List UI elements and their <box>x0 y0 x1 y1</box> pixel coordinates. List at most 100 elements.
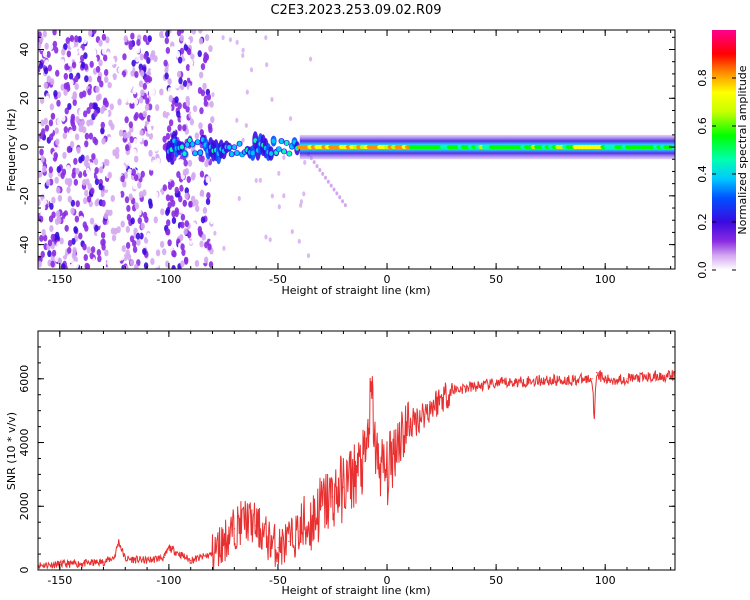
heatmap-noise-cell <box>91 153 96 161</box>
heatmap-noise-cell <box>78 250 84 258</box>
heatmap-band-core <box>287 151 292 157</box>
heatmap-noise-cell <box>63 88 68 96</box>
heatmap-noise-cell <box>144 202 149 210</box>
heatmap-noise-cell <box>44 42 49 50</box>
heatmap-noise-cell <box>235 39 239 45</box>
heatmap-noise-cell <box>131 168 137 176</box>
heatmap-noise-cell <box>156 240 162 248</box>
heatmap-noise-cell <box>214 116 218 122</box>
heatmap-noise-cell <box>56 165 61 173</box>
heatmap-noise-cell <box>50 112 56 120</box>
heatmap-noise-cell <box>143 139 149 147</box>
heatmap-noise-cell <box>237 196 241 202</box>
heatmap-noise-cell <box>38 108 41 116</box>
heatmap-noise-cell <box>201 233 206 241</box>
heatmap-noise-cell <box>193 250 198 258</box>
heatmap-noise-cell <box>199 240 204 248</box>
top-xtick-label: -100 <box>156 273 181 286</box>
heatmap-noise-cell <box>191 187 196 195</box>
heatmap-noise-cell <box>48 43 54 51</box>
heatmap-noise-cell <box>68 90 73 98</box>
heatmap-noise-cell <box>74 215 80 223</box>
heatmap-noise-cell <box>38 118 41 126</box>
heatmap-noise-cell <box>43 117 49 125</box>
heatmap-noise-cell <box>71 61 77 69</box>
heatmap-noise-cell <box>118 66 123 74</box>
heatmap-noise-cell <box>186 176 191 184</box>
heatmap-noise-cell <box>96 219 101 227</box>
heatmap-noise-cell <box>181 249 186 257</box>
heatmap-noise-cell <box>54 127 59 135</box>
heatmap-noise-cell <box>167 87 173 95</box>
heatmap-streak-cell <box>315 164 319 169</box>
snr-data-point <box>353 473 355 475</box>
heatmap-noise-cell <box>290 229 294 235</box>
spectrogram-y-ticks: -40 -20 0 20 40 <box>18 36 675 270</box>
heatmap-noise-cell <box>189 64 194 72</box>
snr-data-point <box>255 524 257 526</box>
heatmap-noise-cell <box>100 155 105 163</box>
heatmap-noise-cell <box>157 43 162 51</box>
snr-data-point <box>495 382 497 385</box>
heatmap-noise-cell <box>70 207 75 215</box>
heatmap-noise-cell <box>159 88 164 96</box>
heatmap-noise-cell <box>299 199 304 205</box>
snr-data-point <box>604 379 606 381</box>
heatmap-noise-cell <box>197 226 203 234</box>
heatmap-noise-cell <box>165 252 170 260</box>
snr-data-point <box>320 505 323 507</box>
heatmap-noise-cell <box>153 216 158 224</box>
heatmap-noise-cell <box>66 50 72 58</box>
heatmap-noise-cell <box>84 75 89 83</box>
bot-xtick-label: -100 <box>156 574 181 587</box>
heatmap-noise-cell <box>142 82 148 90</box>
snr-data-point <box>560 379 563 381</box>
heatmap-noise-cell <box>133 174 139 182</box>
heatmap-noise-cell <box>74 75 79 83</box>
chart-title: C2E3.2023.253.09.02.R09 <box>270 3 441 18</box>
heatmap-noise-cell <box>75 167 80 175</box>
heatmap-noise-cell <box>149 53 154 61</box>
heatmap-noise-cell <box>95 94 101 102</box>
heatmap-noise-cell <box>142 189 147 197</box>
heatmap-noise-cell <box>182 79 188 87</box>
heatmap-noise-cell <box>49 103 55 111</box>
heatmap-noise-cell <box>88 231 93 239</box>
heatmap-noise-cell <box>99 98 104 106</box>
heatmap-noise-cell <box>94 224 99 232</box>
heatmap-noise-cell <box>162 135 167 143</box>
heatmap-noise-cell <box>137 217 142 225</box>
heatmap-noise-cell <box>110 57 116 65</box>
snr-data-point <box>430 406 432 409</box>
heatmap-noise-cell <box>303 159 307 165</box>
heatmap-noise-cell <box>130 32 135 40</box>
bot-xtick-label: -150 <box>47 574 72 587</box>
heatmap-noise-cell <box>67 59 73 67</box>
heatmap-noise-cell <box>163 169 169 177</box>
heatmap-noise-cell <box>174 81 180 89</box>
heatmap-noise-cell <box>154 129 159 137</box>
heatmap-noise-cell <box>188 259 193 267</box>
heatmap-noise-cell <box>117 265 122 269</box>
heatmap-noise-cell <box>40 155 45 163</box>
heatmap-noise-cell <box>70 113 76 121</box>
top-xtick-label: 100 <box>595 273 616 286</box>
heatmap-noise-cell <box>167 77 172 85</box>
heatmap-noise-cell <box>127 155 132 163</box>
heatmap-noise-cell <box>134 202 140 210</box>
top-ytick-label: -20 <box>18 187 31 205</box>
heatmap-noise-cell <box>198 71 204 79</box>
heatmap-noise-cell <box>51 196 56 204</box>
bot-xtick-label: 0 <box>384 574 391 587</box>
heatmap-noise-cell <box>207 181 213 189</box>
heatmap-noise-cell <box>40 119 45 127</box>
heatmap-noise-cell <box>60 103 66 111</box>
heatmap-noise-cell <box>129 136 134 144</box>
heatmap-noise-cell <box>194 199 199 207</box>
heatmap-noise-cell <box>128 43 133 51</box>
colorbar-tick-label: 0.6 <box>696 117 709 135</box>
heatmap-noise-cell <box>153 55 158 63</box>
heatmap-noise-cell <box>176 110 181 118</box>
heatmap-noise-cell <box>128 64 133 72</box>
heatmap-noise-cell <box>140 89 145 97</box>
